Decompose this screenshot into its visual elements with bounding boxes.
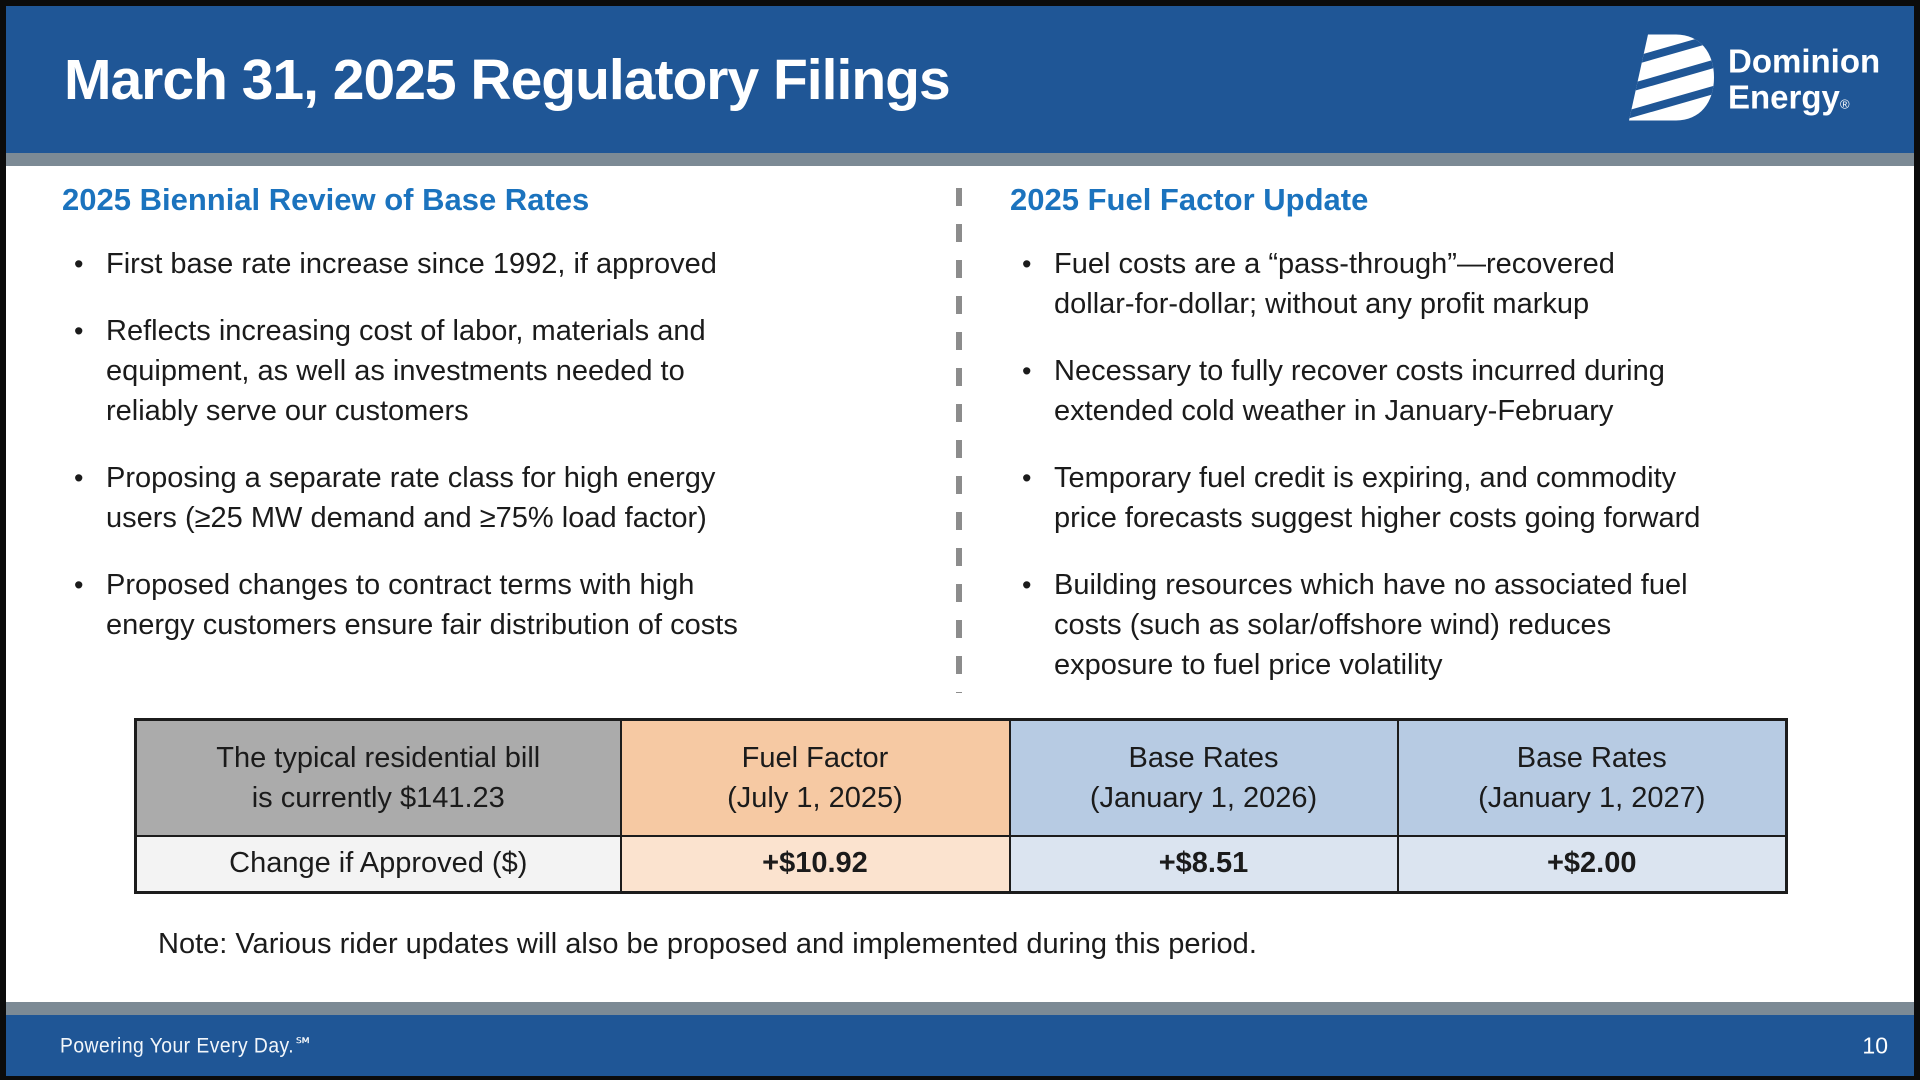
bullet-text: Necessary to fully recover costs incurre… — [1054, 355, 1665, 427]
slide: March 31, 2025 Regulatory Filings Dom — [6, 6, 1914, 1076]
logo-text-dominion: Dominion — [1728, 42, 1880, 79]
bullet-dot-icon: • — [74, 249, 84, 279]
column-divider — [956, 188, 962, 693]
bullet-text: Building resources which have no associa… — [1054, 569, 1688, 681]
bullet-dot-icon: • — [74, 463, 84, 493]
bullet-dot-icon: • — [74, 570, 84, 600]
bullet-dot-icon: • — [1022, 249, 1032, 279]
bullet-dot-icon: • — [1022, 356, 1032, 386]
header-bar: March 31, 2025 Regulatory Filings Dom — [6, 6, 1914, 153]
logo-text-energy: Energy — [1728, 78, 1841, 115]
bullet-item: • Fuel costs are a “pass-through”—recove… — [1010, 244, 1870, 324]
bullet-text: Proposed changes to contract terms with … — [106, 569, 738, 641]
rates-table: The typical residential bill is currentl… — [134, 718, 1788, 894]
header-divider-strip — [6, 153, 1914, 166]
section-heading-fuel-factor: 2025 Fuel Factor Update — [1010, 182, 1369, 217]
slide-title: March 31, 2025 Regulatory Filings — [64, 47, 951, 112]
page-number: 10 — [1862, 1032, 1888, 1058]
footer-bar: Powering Your Every Day.℠ 10 — [6, 1015, 1914, 1076]
footer-tagline: Powering Your Every Day.℠ — [60, 1034, 315, 1057]
bullet-item: • First base rate increase since 1992, i… — [62, 244, 922, 284]
table-header-fuel-factor: Fuel Factor (July 1, 2025) — [619, 718, 1011, 837]
row-label-change-if-approved: Change if Approved ($) — [134, 834, 622, 894]
bullet-dot-icon: • — [1022, 570, 1032, 600]
value-fuel-factor: +$10.92 — [619, 834, 1011, 894]
dominion-energy-logo: Dominion Energy ® — [1624, 31, 1886, 128]
right-column: 2025 Fuel Factor Update • Fuel costs are… — [1010, 182, 1870, 712]
bullet-item: • Proposed changes to contract terms wit… — [62, 565, 922, 645]
bullet-text: Reflects increasing cost of labor, mater… — [106, 315, 706, 427]
footer-divider-strip — [6, 1002, 1914, 1015]
dominion-energy-logo-svg: Dominion Energy ® — [1629, 34, 1880, 120]
bullet-text: First base rate increase since 1992, if … — [106, 248, 717, 280]
bullet-item: • Proposing a separate rate class for hi… — [62, 458, 922, 538]
table-header-row: The typical residential bill is currentl… — [134, 718, 1788, 837]
table-header-residential-bill: The typical residential bill is currentl… — [134, 718, 622, 837]
table-header-base-rates-2026: Base Rates (January 1, 2026) — [1008, 718, 1399, 837]
bullet-dot-icon: • — [74, 316, 84, 346]
table-row-change-if-approved: Change if Approved ($) +$10.92 +$8.51 +$… — [134, 834, 1788, 894]
bullet-item: • Building resources which have no assoc… — [1010, 565, 1870, 685]
bullet-text: Temporary fuel credit is expiring, and c… — [1054, 462, 1701, 534]
bullet-item: • Reflects increasing cost of labor, mat… — [62, 311, 922, 431]
bullet-dot-icon: • — [1022, 463, 1032, 493]
value-base-rates-2026: +$8.51 — [1008, 834, 1399, 894]
section-heading-biennial-review: 2025 Biennial Review of Base Rates — [62, 182, 590, 217]
bullet-text: Fuel costs are a “pass-through”—recovere… — [1054, 248, 1615, 320]
table-header-base-rates-2027: Base Rates (January 1, 2027) — [1396, 718, 1788, 837]
note-text: Note: Various rider updates will also be… — [158, 928, 1257, 960]
bullet-text: Proposing a separate rate class for high… — [106, 462, 716, 534]
value-base-rates-2027: +$2.00 — [1396, 834, 1788, 894]
bullet-item: • Necessary to fully recover costs incur… — [1010, 351, 1870, 431]
left-column: 2025 Biennial Review of Base Rates • Fir… — [62, 182, 922, 672]
bullet-item: • Temporary fuel credit is expiring, and… — [1010, 458, 1870, 538]
logo-registered-mark: ® — [1840, 96, 1850, 111]
